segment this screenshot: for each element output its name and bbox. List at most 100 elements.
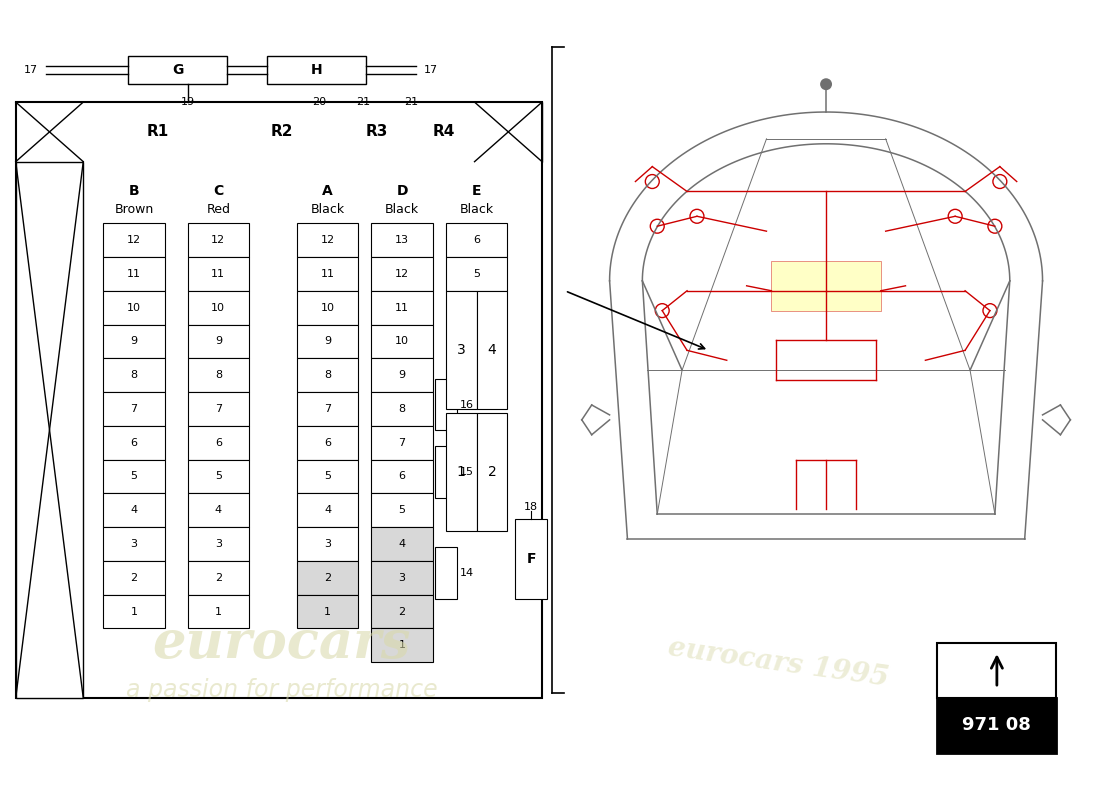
Text: 971 08: 971 08 (962, 716, 1032, 734)
Text: B: B (129, 185, 140, 198)
Text: 16: 16 (460, 399, 474, 410)
Bar (372, 527, 432, 561)
Text: 11: 11 (320, 269, 334, 279)
Text: 11: 11 (211, 269, 226, 279)
Bar (187, 527, 249, 561)
Text: 10: 10 (126, 302, 141, 313)
Bar (128, 57, 228, 84)
Text: G: G (172, 63, 184, 78)
Text: Black: Black (385, 203, 419, 216)
Bar (372, 325, 432, 358)
Text: 8: 8 (214, 370, 222, 380)
Text: Black: Black (310, 203, 344, 216)
Bar (297, 459, 359, 494)
Bar (297, 494, 359, 527)
Bar (103, 325, 165, 358)
Bar (103, 358, 165, 392)
Text: R3: R3 (366, 124, 388, 139)
Bar (297, 561, 359, 594)
Bar (103, 561, 165, 594)
Circle shape (821, 78, 832, 90)
Bar (937, 643, 1056, 698)
Bar (297, 257, 359, 290)
Text: E: E (472, 185, 482, 198)
Text: eurocars: eurocars (153, 618, 411, 669)
Bar (446, 257, 507, 290)
Text: 20: 20 (312, 97, 327, 107)
Bar (187, 325, 249, 358)
Text: 1: 1 (131, 606, 138, 617)
Bar (297, 594, 359, 629)
Bar (187, 594, 249, 629)
Bar (297, 223, 359, 257)
Text: 5: 5 (214, 471, 222, 482)
Bar (515, 519, 547, 598)
Text: F: F (527, 552, 536, 566)
Text: 4: 4 (214, 506, 222, 515)
Bar (372, 594, 432, 629)
Text: 9: 9 (214, 337, 222, 346)
Text: Brown: Brown (114, 203, 154, 216)
Text: 6: 6 (324, 438, 331, 448)
Bar (412, 102, 474, 162)
Text: 17: 17 (424, 66, 438, 75)
Bar (103, 594, 165, 629)
Text: 9: 9 (130, 337, 138, 346)
Bar (372, 358, 432, 392)
Text: a passion for performance: a passion for performance (126, 678, 438, 702)
Text: 5: 5 (398, 506, 406, 515)
Text: 1: 1 (456, 465, 465, 479)
Text: 12: 12 (211, 235, 226, 245)
Text: 6: 6 (473, 235, 480, 245)
Text: 2: 2 (324, 573, 331, 582)
Bar (446, 413, 476, 531)
Bar (103, 102, 212, 162)
Text: 12: 12 (320, 235, 334, 245)
Text: 21: 21 (404, 97, 418, 107)
Text: H: H (311, 63, 322, 78)
Bar (446, 290, 476, 409)
Text: A: A (322, 185, 333, 198)
Text: 2: 2 (398, 606, 406, 617)
Text: 4: 4 (130, 506, 138, 515)
Bar (297, 392, 359, 426)
Text: 5: 5 (324, 471, 331, 482)
Text: 10: 10 (395, 337, 409, 346)
Text: 15: 15 (460, 467, 474, 477)
Bar (937, 698, 1056, 753)
Text: 12: 12 (126, 235, 141, 245)
Bar (103, 257, 165, 290)
Bar (434, 446, 456, 498)
Bar (372, 629, 432, 662)
Text: 7: 7 (398, 438, 406, 448)
Bar (297, 290, 359, 325)
Text: 8: 8 (324, 370, 331, 380)
Text: 8: 8 (130, 370, 138, 380)
Bar (103, 223, 165, 257)
Text: 1: 1 (214, 606, 222, 617)
Text: D: D (396, 185, 408, 198)
Text: 2: 2 (214, 573, 222, 582)
Text: 2: 2 (487, 465, 496, 479)
Bar (15, 102, 84, 162)
Text: 3: 3 (456, 343, 465, 357)
Text: C: C (213, 185, 223, 198)
Bar (372, 494, 432, 527)
Bar (771, 261, 881, 310)
Bar (297, 325, 359, 358)
Bar (15, 162, 84, 698)
Text: 6: 6 (214, 438, 222, 448)
Text: 4: 4 (324, 506, 331, 515)
Bar (187, 494, 249, 527)
Text: 9: 9 (398, 370, 406, 380)
Bar (476, 413, 507, 531)
Bar (187, 459, 249, 494)
Bar (297, 426, 359, 459)
Text: R4: R4 (432, 124, 455, 139)
Bar (297, 527, 359, 561)
Text: R2: R2 (271, 124, 293, 139)
Text: 7: 7 (324, 404, 331, 414)
Bar (187, 257, 249, 290)
Text: Black: Black (460, 203, 494, 216)
Bar (15, 102, 542, 162)
